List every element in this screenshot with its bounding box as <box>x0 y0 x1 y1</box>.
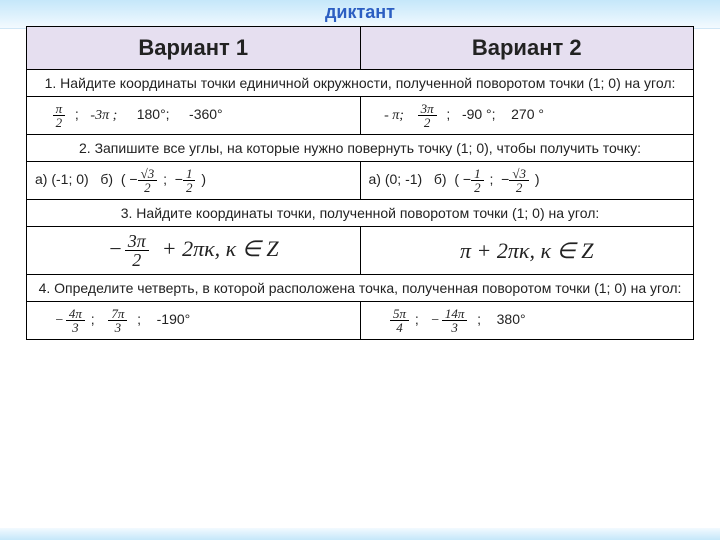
q1-v2-a3: -90 °; <box>462 106 496 122</box>
q1-v1: π2 ; -3π ; 180°; -360° <box>27 97 361 135</box>
q2-v1: а) (-1; 0) б) ( −√32 ; −12 ) <box>27 162 361 200</box>
frac-1-2b: 12 <box>471 167 484 194</box>
frac-14pi-3: 14π3 <box>442 307 468 334</box>
q4-text: 4. Определите четверть, в которой распол… <box>27 275 694 302</box>
q4-v1: −4π3 ; 7π3 ; -190° <box>27 302 361 340</box>
q1-v2: - π; 3π2 ; -90 °; 270 ° <box>360 97 694 135</box>
page: диктант Вариант 1 Вариант 2 1. Найдите к… <box>0 0 720 540</box>
q3-row: 3. Найдите координаты точки, полученной … <box>27 200 694 227</box>
q2-v2-a: а) (0; -1) <box>369 171 423 187</box>
q2-v2: а) (0; -1) б) ( −12 ; −√32 ) <box>360 162 694 200</box>
q2-answers: а) (-1; 0) б) ( −√32 ; −12 ) а) (0; -1) … <box>27 162 694 200</box>
q1-row: 1. Найдите координаты точки единичной ок… <box>27 70 694 97</box>
q4-v2: 5π4 ; −14π3 ; 380° <box>360 302 694 340</box>
frac-7pi-3: 7π3 <box>108 307 127 334</box>
worksheet-table: Вариант 1 Вариант 2 1. Найдите координат… <box>26 26 694 340</box>
q1-v1-a4: -360° <box>189 106 223 122</box>
bottom-decoration <box>0 528 720 540</box>
frac-3pi-2b: 3π2 <box>125 232 149 269</box>
frac-4pi-3: 4π3 <box>66 307 85 334</box>
header-variant-2: Вариант 2 <box>360 27 694 70</box>
q1-v2-a4: 270 ° <box>511 106 544 122</box>
frac-3pi-2: 3π2 <box>418 102 437 129</box>
q2-v1-b: б) <box>100 171 113 187</box>
q1-v1-a2: -3π ; <box>90 108 117 123</box>
q2-v1-a: а) (-1; 0) <box>35 171 89 187</box>
frac-1-2: 12 <box>183 167 196 194</box>
q3-answers: −3π2 + 2πκ, κ ∈ Z π + 2πκ, κ ∈ Z <box>27 227 694 275</box>
frac-pi-2: π2 <box>53 102 66 129</box>
header-variant-1: Вариант 1 <box>27 27 361 70</box>
frac-5pi-4: 5π4 <box>390 307 409 334</box>
q1-v2-a1: - π; <box>384 108 404 123</box>
q3-v2: π + 2πκ, κ ∈ Z <box>360 227 694 275</box>
q1-v1-a3: 180°; <box>137 106 170 122</box>
header-row: Вариант 1 Вариант 2 <box>27 27 694 70</box>
q4-v2-a3: 380° <box>497 311 526 327</box>
q4-v1-a3: -190° <box>157 311 191 327</box>
q2-v2-b: б) <box>434 171 447 187</box>
q3-text: 3. Найдите координаты точки, полученной … <box>27 200 694 227</box>
q1-answers: π2 ; -3π ; 180°; -360° - π; 3π2 ; -90 °;… <box>27 97 694 135</box>
q3-v1: −3π2 + 2πκ, κ ∈ Z <box>27 227 361 275</box>
q4-row: 4. Определите четверть, в которой распол… <box>27 275 694 302</box>
q2-row: 2. Запишите все углы, на которые нужно п… <box>27 135 694 162</box>
q4-answers: −4π3 ; 7π3 ; -190° 5π4 ; −14π3 ; 380° <box>27 302 694 340</box>
page-title: диктант <box>0 2 720 23</box>
frac-sqrt3-2b: √32 <box>509 167 529 194</box>
q2-text: 2. Запишите все углы, на которые нужно п… <box>27 135 694 162</box>
frac-sqrt3-2: √32 <box>138 167 158 194</box>
q1-text: 1. Найдите координаты точки единичной ок… <box>27 70 694 97</box>
